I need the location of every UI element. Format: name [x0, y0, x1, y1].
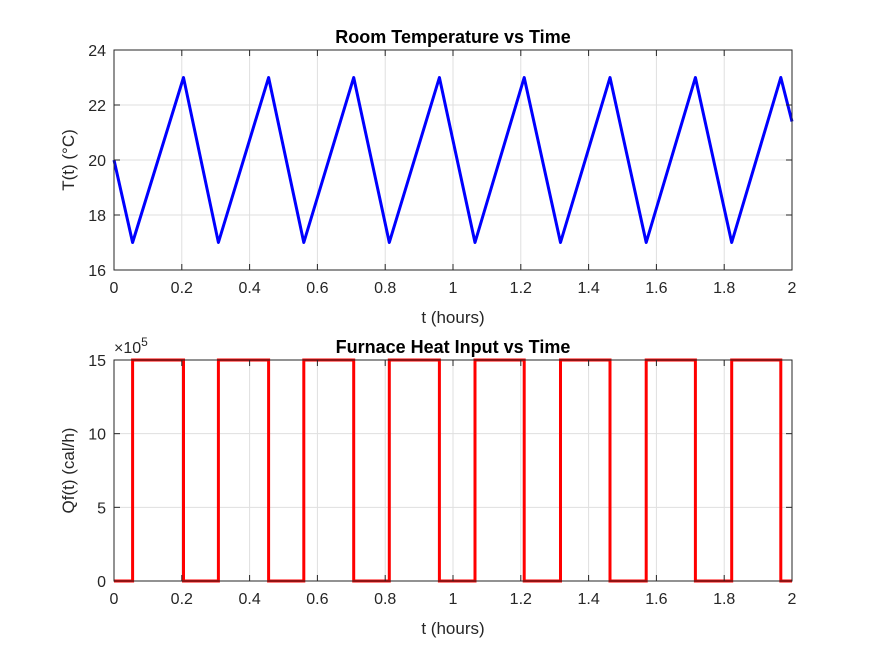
temperature-x-tick-label: 1.2 — [510, 280, 532, 297]
temperature-x-tick-label: 0.2 — [171, 280, 193, 297]
furnace-y-tick-label: 10 — [88, 427, 106, 444]
furnace-x-tick-label: 2 — [788, 591, 797, 608]
furnace-x-tick-label: 1 — [449, 591, 458, 608]
temperature-x-tick-label: 1.8 — [713, 280, 735, 297]
temperature-line — [112, 76, 794, 244]
y-axis-exponent-label: ×105 — [114, 335, 148, 357]
temperature-panel: 0 0.2 0.4 0.6 0.8 1 1.2 1.4 1.6 1.8 2 16 18 20 22 24 Ro… — [59, 27, 797, 327]
furnace-x-tick-label: 0.6 — [306, 591, 328, 608]
temperature-y-axis-label: T(t) (°C) — [59, 129, 78, 191]
temperature-y-tick-label: 22 — [88, 98, 106, 115]
furnace-x-tick-label: 1.2 — [510, 591, 532, 608]
furnace-y-axis-label: Qf(t) (cal/h) — [59, 428, 78, 514]
temperature-y-tick-label: 20 — [88, 153, 106, 170]
furnace-x-tick-label: 0.2 — [171, 591, 193, 608]
temperature-x-tick-label: 1 — [449, 280, 458, 297]
temperature-y-tick-label: 18 — [88, 208, 106, 225]
temperature-x-tick-label: 0.8 — [374, 280, 396, 297]
exponent-power: 5 — [141, 335, 148, 349]
temperature-chart-title: Room Temperature vs Time — [335, 27, 570, 47]
temperature-x-axis-label: t (hours) — [421, 308, 484, 327]
temperature-x-tick-label: 1.4 — [577, 280, 599, 297]
temperature-x-tick-label: 0.6 — [306, 280, 328, 297]
temperature-y-tick-label: 16 — [88, 263, 106, 280]
furnace-y-tick-label: 15 — [88, 353, 106, 370]
exponent-base: ×10 — [114, 340, 141, 357]
furnace-panel: 0 0.2 0.4 0.6 0.8 1 1.2 1.4 1.6 1.8 2 0 5 10 15 Furnac… — [59, 335, 797, 638]
furnace-y-tick-label: 0 — [97, 574, 106, 591]
temperature-x-tick-label: 2 — [788, 280, 797, 297]
furnace-y-tick-label: 5 — [97, 500, 106, 517]
furnace-chart-title: Furnace Heat Input vs Time — [336, 337, 571, 357]
furnace-x-tick-label: 1.8 — [713, 591, 735, 608]
furnace-x-tick-label: 0.8 — [374, 591, 396, 608]
furnace-x-axis-label: t (hours) — [421, 619, 484, 638]
temperature-y-tick-label: 24 — [88, 43, 106, 60]
temperature-x-tick-label: 0.4 — [238, 280, 260, 297]
furnace-x-tick-label: 1.6 — [645, 591, 667, 608]
temperature-x-tick-label: 0 — [110, 280, 119, 297]
furnace-x-tick-label: 1.4 — [577, 591, 599, 608]
furnace-x-tick-label: 0.4 — [238, 591, 260, 608]
furnace-x-tick-label: 0 — [110, 591, 119, 608]
temperature-x-tick-label: 1.6 — [645, 280, 667, 297]
